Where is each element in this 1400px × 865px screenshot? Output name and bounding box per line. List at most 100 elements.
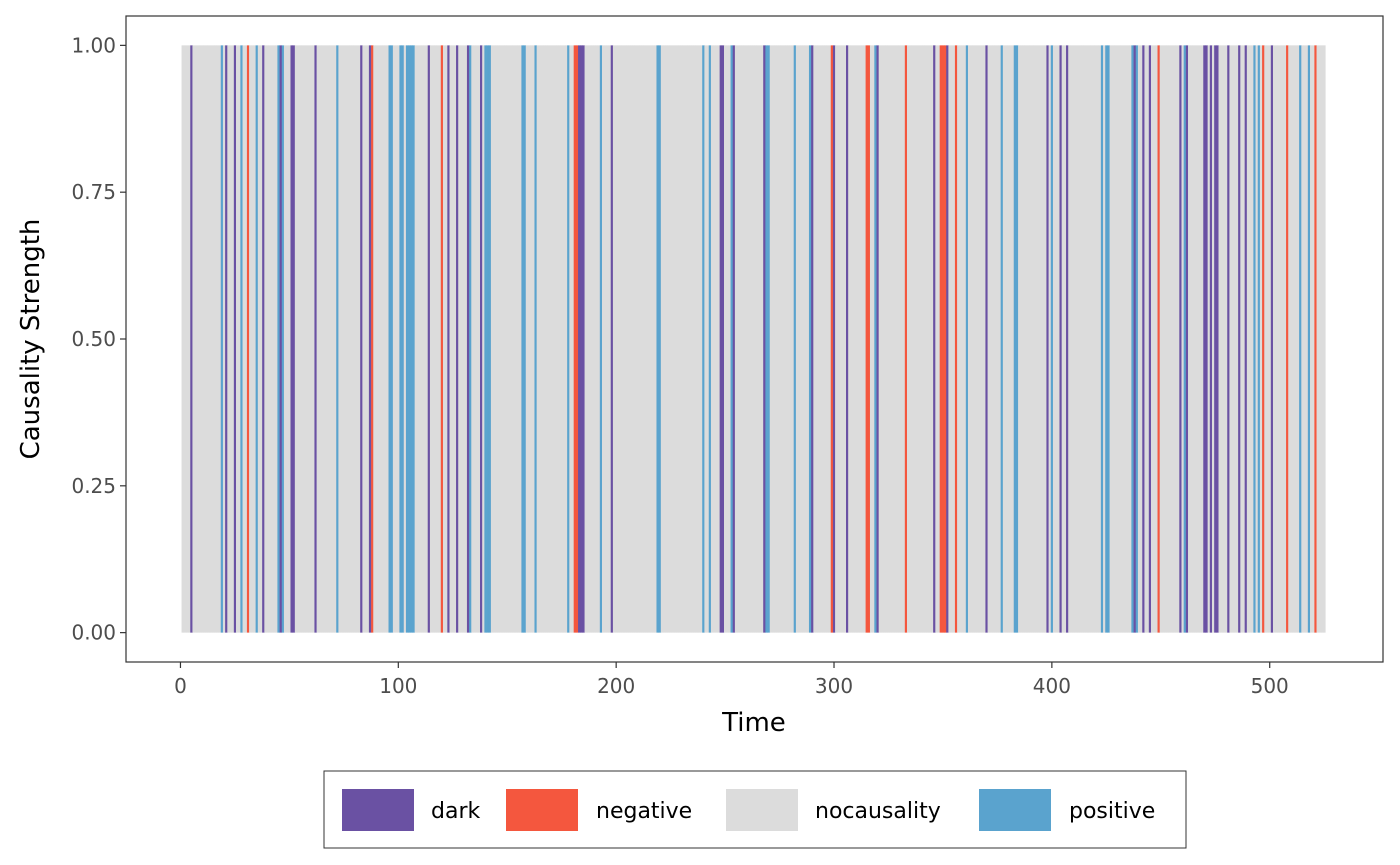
- bar-nocausality-t406: [1064, 45, 1067, 632]
- bar-nocausality-t452: [1164, 45, 1167, 632]
- bar-nocausality-t411: [1075, 45, 1078, 632]
- bar-nocausality-t318: [872, 45, 875, 632]
- bar-nocausality-t292: [816, 45, 819, 632]
- bar-nocausality-t134: [471, 45, 474, 632]
- bar-nocausality-t392: [1033, 45, 1036, 632]
- x-tick-label: 200: [597, 674, 635, 698]
- bar-nocausality-t399: [1049, 45, 1052, 632]
- bar-nocausality-t117: [434, 45, 437, 632]
- bar-nocausality-t503: [1275, 45, 1278, 632]
- bar-nocausality-t12: [206, 45, 209, 632]
- bar-positive-t243: [709, 45, 712, 632]
- bar-nocausality-t325: [887, 45, 890, 632]
- bar-dark-t481: [1227, 45, 1230, 632]
- bar-nocausality-t436: [1129, 45, 1132, 632]
- bar-nocausality-t113: [426, 45, 429, 632]
- bar-dark-t25: [234, 45, 237, 632]
- bar-nocausality-t277: [783, 45, 786, 632]
- bar-nocausality-t111: [421, 45, 424, 632]
- bar-nocausality-t256: [737, 45, 740, 632]
- x-tick-label: 400: [1033, 674, 1071, 698]
- bar-nocausality-t341: [922, 45, 925, 632]
- bar-nocausality-t203: [622, 45, 625, 632]
- bar-nocausality-t36: [258, 45, 261, 632]
- bar-nocausality-t505: [1280, 45, 1283, 632]
- bar-positive-t157: [521, 45, 524, 632]
- bar-nocausality-t294: [820, 45, 823, 632]
- bar-nocausality-t179: [569, 45, 572, 632]
- bar-nocausality-t279: [787, 45, 790, 632]
- bar-dark-t268: [763, 45, 766, 632]
- bar-nocausality-t281: [792, 45, 795, 632]
- bar-nocausality-t217: [652, 45, 655, 632]
- bar-nocausality-t285: [800, 45, 803, 632]
- bar-nocausality-t224: [667, 45, 670, 632]
- bar-nocausality-t229: [678, 45, 681, 632]
- bar-nocausality-t128: [458, 45, 461, 632]
- bar-nocausality-t403: [1057, 45, 1060, 632]
- bar-nocausality-t360: [964, 45, 967, 632]
- bar-dark-t300: [833, 45, 836, 632]
- bar-nocausality-t175: [561, 45, 564, 632]
- bar-nocausality-t116: [432, 45, 435, 632]
- bar-nocausality-t232: [685, 45, 688, 632]
- bar-nocausality-t434: [1125, 45, 1128, 632]
- bar-nocausality-t259: [744, 45, 747, 632]
- bar-positive-t219: [656, 45, 659, 632]
- bar-nocausality-t44: [275, 45, 278, 632]
- bar-nocausality-t61: [312, 45, 315, 632]
- bar-nocausality-t363: [970, 45, 973, 632]
- bar-dark-t198: [611, 45, 614, 632]
- bar-nocausality-t409: [1070, 45, 1073, 632]
- bar-nocausality-t246: [715, 45, 718, 632]
- bar-dark-t445: [1149, 45, 1152, 632]
- bar-nocausality-t310: [855, 45, 858, 632]
- bar-nocausality-t337: [914, 45, 917, 632]
- bar-nocausality-t201: [617, 45, 620, 632]
- bar-dark-t442: [1142, 45, 1145, 632]
- bar-nocausality-t81: [356, 45, 359, 632]
- bar-negative-t316: [868, 45, 871, 632]
- bar-positive-t141: [487, 45, 490, 632]
- bar-nocausality-t311: [857, 45, 860, 632]
- bar-negative-t497: [1262, 45, 1265, 632]
- bar-nocausality-t367: [979, 45, 982, 632]
- bar-nocausality-t379: [1005, 45, 1008, 632]
- bar-nocausality-t523: [1319, 45, 1322, 632]
- legend-swatch-nocausality: [726, 789, 798, 831]
- bar-nocausality-t340: [920, 45, 923, 632]
- bar-dark-t290: [811, 45, 814, 632]
- bar-dark-t123: [447, 45, 450, 632]
- bar-positive-t461: [1184, 45, 1187, 632]
- bar-nocausality-t215: [648, 45, 651, 632]
- bar-dark-t127: [456, 45, 459, 632]
- bar-nocausality-t302: [837, 45, 840, 632]
- bar-positive-t105: [408, 45, 411, 632]
- bar-nocausality-t447: [1153, 45, 1156, 632]
- bar-dark-t38: [262, 45, 265, 632]
- bar-nocausality-t149: [504, 45, 507, 632]
- bar-nocausality-t420: [1094, 45, 1097, 632]
- bar-nocausality-t465: [1192, 45, 1195, 632]
- bar-nocausality-t510: [1290, 45, 1293, 632]
- bar-nocausality-t59: [308, 45, 311, 632]
- bar-nocausality-t251: [726, 45, 729, 632]
- legend-swatch-dark: [342, 789, 414, 831]
- bar-nocausality-t56: [301, 45, 304, 632]
- bar-nocausality-t393: [1036, 45, 1039, 632]
- bar-nocausality-t410: [1073, 45, 1076, 632]
- bar-nocausality-t280: [789, 45, 792, 632]
- bar-nocausality-t304: [842, 45, 845, 632]
- bar-nocausality-t228: [676, 45, 679, 632]
- bar-nocausality-t328: [894, 45, 897, 632]
- bar-nocausality-t525: [1323, 45, 1326, 632]
- bar-nocausality-t3: [186, 45, 189, 632]
- bar-nocausality-t169: [548, 45, 551, 632]
- bar-nocausality-t244: [711, 45, 714, 632]
- bar-positive-t72: [336, 45, 339, 632]
- bar-nocausality-t332: [903, 45, 906, 632]
- bar-nocausality-t506: [1282, 45, 1285, 632]
- bar-nocausality-t491: [1249, 45, 1252, 632]
- bar-nocausality-t103: [404, 45, 407, 632]
- bar-dark-t476: [1216, 45, 1219, 632]
